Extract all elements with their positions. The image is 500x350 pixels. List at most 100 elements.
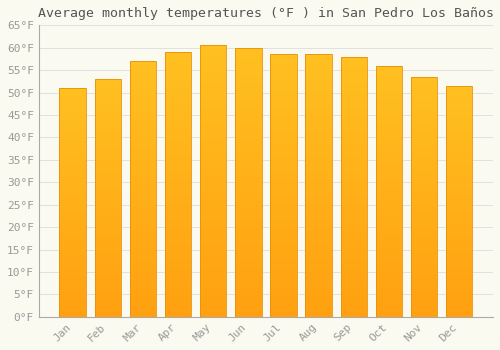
Bar <box>270 241 296 243</box>
Bar <box>376 133 402 136</box>
Bar <box>235 126 262 128</box>
Bar <box>411 178 438 180</box>
Bar <box>446 176 472 178</box>
Bar <box>306 233 332 236</box>
Bar <box>235 139 262 142</box>
Bar <box>94 200 121 203</box>
Bar <box>130 158 156 161</box>
Bar <box>130 228 156 230</box>
Bar <box>306 117 332 120</box>
Bar <box>60 212 86 214</box>
Bar <box>60 221 86 223</box>
Bar <box>270 149 296 152</box>
Bar <box>130 61 156 64</box>
Bar <box>340 314 367 317</box>
Bar <box>130 187 156 189</box>
Bar <box>340 228 367 231</box>
Bar <box>94 84 121 86</box>
Bar <box>200 241 226 244</box>
Bar <box>94 260 121 262</box>
Bar <box>94 300 121 302</box>
Bar <box>270 65 296 68</box>
Bar <box>94 302 121 305</box>
Bar <box>165 126 191 129</box>
Bar <box>306 120 332 122</box>
Bar <box>130 69 156 71</box>
Bar <box>411 312 438 314</box>
Bar <box>411 302 438 305</box>
Bar <box>60 116 86 118</box>
Bar <box>60 88 86 317</box>
Bar <box>306 102 332 104</box>
Bar <box>340 119 367 122</box>
Bar <box>306 122 332 125</box>
Bar <box>165 237 191 240</box>
Bar <box>60 257 86 260</box>
Bar <box>340 288 367 291</box>
Bar <box>376 302 402 304</box>
Bar <box>411 139 438 142</box>
Bar <box>306 65 332 68</box>
Bar <box>446 190 472 192</box>
Bar <box>340 176 367 179</box>
Bar <box>60 305 86 308</box>
Bar <box>270 112 296 115</box>
Bar <box>446 287 472 289</box>
Bar <box>60 122 86 125</box>
Bar <box>200 219 226 222</box>
Bar <box>130 230 156 232</box>
Bar <box>165 179 191 182</box>
Bar <box>165 76 191 79</box>
Bar <box>270 104 296 107</box>
Bar <box>270 262 296 264</box>
Bar <box>235 72 262 75</box>
Bar <box>200 225 226 227</box>
Bar <box>340 104 367 106</box>
Bar <box>411 113 438 115</box>
Bar <box>270 55 296 317</box>
Bar <box>60 93 86 95</box>
Bar <box>446 197 472 199</box>
Bar <box>235 223 262 225</box>
Bar <box>411 187 438 190</box>
Bar <box>270 283 296 285</box>
Bar <box>340 299 367 301</box>
Bar <box>235 50 262 53</box>
Bar <box>270 236 296 238</box>
Bar <box>446 97 472 100</box>
Bar <box>306 220 332 222</box>
Bar <box>376 161 402 163</box>
Bar <box>306 288 332 290</box>
Bar <box>306 60 332 62</box>
Bar <box>200 189 226 192</box>
Bar <box>60 95 86 97</box>
Bar <box>235 163 262 166</box>
Bar <box>94 96 121 98</box>
Bar <box>376 201 402 204</box>
Bar <box>200 159 226 162</box>
Bar <box>376 241 402 244</box>
Bar <box>340 291 367 293</box>
Bar <box>60 253 86 255</box>
Bar <box>446 102 472 104</box>
Bar <box>235 83 262 85</box>
Bar <box>446 167 472 169</box>
Bar <box>94 169 121 172</box>
Bar <box>306 167 332 170</box>
Bar <box>270 275 296 278</box>
Bar <box>411 111 438 113</box>
Bar <box>165 155 191 158</box>
Bar <box>235 123 262 126</box>
Bar <box>165 261 191 264</box>
Bar <box>200 105 226 108</box>
Bar <box>94 160 121 162</box>
Bar <box>235 166 262 169</box>
Bar <box>60 161 86 163</box>
Bar <box>446 188 472 190</box>
Bar <box>165 243 191 245</box>
Bar <box>165 134 191 137</box>
Bar <box>200 211 226 214</box>
Bar <box>306 55 332 57</box>
Bar <box>376 88 402 91</box>
Bar <box>200 100 226 103</box>
